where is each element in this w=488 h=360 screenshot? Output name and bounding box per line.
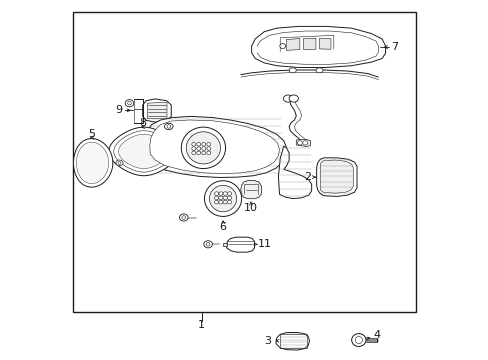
Ellipse shape [288,68,296,73]
Text: 4: 4 [373,330,380,340]
Text: 5: 5 [88,129,95,139]
Ellipse shape [116,160,123,166]
Ellipse shape [204,181,241,216]
Ellipse shape [196,147,201,150]
Ellipse shape [206,243,209,246]
Text: 1: 1 [198,320,204,330]
Ellipse shape [179,214,188,221]
Ellipse shape [127,102,131,105]
Ellipse shape [191,151,195,155]
Polygon shape [316,158,356,197]
Ellipse shape [209,185,236,212]
Ellipse shape [218,192,223,195]
Ellipse shape [351,334,365,346]
Polygon shape [142,116,286,177]
Ellipse shape [196,151,201,155]
Ellipse shape [214,201,218,204]
Ellipse shape [206,151,210,155]
Polygon shape [119,134,169,168]
Ellipse shape [297,141,302,145]
Ellipse shape [186,132,220,164]
Ellipse shape [354,337,362,343]
Ellipse shape [164,123,173,130]
Text: 2: 2 [304,172,311,182]
Ellipse shape [191,143,195,146]
Ellipse shape [283,95,292,102]
Ellipse shape [166,125,170,128]
Bar [73,12,415,312]
Polygon shape [303,38,315,50]
Ellipse shape [227,201,231,204]
Ellipse shape [196,143,201,146]
Polygon shape [223,243,227,246]
Polygon shape [320,160,353,193]
Ellipse shape [214,192,218,195]
Ellipse shape [315,68,323,73]
Polygon shape [114,131,173,172]
Polygon shape [319,38,330,49]
Polygon shape [142,99,171,122]
Ellipse shape [279,44,285,49]
Text: 8: 8 [139,118,146,128]
Text: 7: 7 [390,42,397,52]
Ellipse shape [223,196,227,200]
Polygon shape [226,237,254,252]
Polygon shape [73,139,113,187]
Ellipse shape [118,161,121,164]
Ellipse shape [181,127,225,168]
Polygon shape [109,127,178,176]
Ellipse shape [227,196,231,200]
Polygon shape [147,102,166,118]
Ellipse shape [227,192,231,195]
Ellipse shape [202,143,205,146]
Ellipse shape [182,216,185,219]
Ellipse shape [203,241,212,248]
Ellipse shape [214,196,218,200]
Text: 3: 3 [264,336,271,346]
Text: 6: 6 [219,222,226,232]
Polygon shape [251,26,385,67]
Text: 10: 10 [244,203,257,213]
Ellipse shape [218,201,223,204]
Ellipse shape [125,100,134,107]
Polygon shape [241,181,261,199]
Polygon shape [76,142,108,184]
Text: 11: 11 [258,239,272,249]
Ellipse shape [218,196,223,200]
Polygon shape [285,39,299,50]
Polygon shape [275,333,309,350]
Polygon shape [278,146,311,199]
Ellipse shape [202,151,205,155]
Ellipse shape [223,192,227,195]
Polygon shape [296,139,310,147]
Polygon shape [149,120,279,174]
Ellipse shape [206,143,210,146]
Polygon shape [241,181,261,199]
Ellipse shape [288,95,298,102]
Ellipse shape [191,147,195,150]
Text: 9: 9 [115,105,122,115]
Ellipse shape [206,147,210,150]
Ellipse shape [202,147,205,150]
Ellipse shape [223,201,227,204]
Ellipse shape [302,141,307,145]
